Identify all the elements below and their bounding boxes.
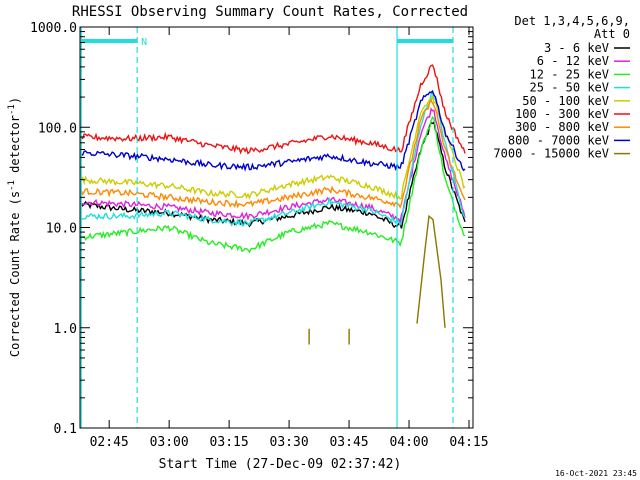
series-line-50-100-kev <box>80 95 466 201</box>
y-tick-label: 1000.0 <box>30 21 77 36</box>
legend-label: 100 - 300 keV <box>515 107 609 121</box>
x-tick-label: 04:15 <box>449 435 488 450</box>
x-tick-label: 03:15 <box>210 435 249 450</box>
series-line-7000-15000-kev <box>308 214 446 345</box>
series-layer <box>80 64 466 345</box>
x-tick-label: 04:00 <box>389 435 428 450</box>
legend-label: 12 - 25 keV <box>530 67 609 81</box>
legend-header-line-1: Det 1,3,4,5,6,9, <box>514 14 630 28</box>
chart-title: RHESSI Observing Summary Count Rates, Co… <box>72 4 468 20</box>
y-tick-label: 100.0 <box>38 121 77 136</box>
legend-label: 800 - 7000 keV <box>508 133 609 147</box>
annotation-layer: N <box>80 27 454 428</box>
footer-timestamp: 16-Oct-2021 23:45 <box>555 469 637 478</box>
axis-layer: 02:45 03:00 03:15 03:30 03:45 04:00 04:15 1000.… <box>30 21 489 450</box>
legend-header-line-2: Att 0 <box>594 27 630 41</box>
series-line-12-25-kev <box>80 115 466 254</box>
y-tick-label: 0.1 <box>54 422 77 437</box>
x-tick-label: 03:45 <box>329 435 368 450</box>
x-tick-label: 02:45 <box>90 435 129 450</box>
plot-frame <box>79 26 474 429</box>
legend-label: 7000 - 15000 keV <box>493 147 609 161</box>
legend-label: 50 - 100 keV <box>522 94 609 108</box>
legend-label: 25 - 50 keV <box>530 81 609 95</box>
series-line-300-800-kev <box>80 99 466 209</box>
legend-label: 300 - 800 keV <box>515 120 609 134</box>
x-tick-label: 03:00 <box>150 435 189 450</box>
night-flag-label: N <box>141 37 147 48</box>
series-line-800-7000-kev <box>81 89 466 172</box>
y-tick-label: 10.0 <box>46 222 77 237</box>
x-axis-title: Start Time (27-Dec-09 02:37:42) <box>159 457 402 472</box>
series-line-6-12-kev <box>80 107 466 225</box>
series-line-100-300-kev <box>80 64 466 155</box>
series-line-25-50-kev <box>81 92 466 227</box>
x-tick-label: 03:30 <box>270 435 309 450</box>
legend-label: 3 - 6 keV <box>544 41 609 55</box>
y-axis-title: Corrected Count Rate (s-1 detector-1) <box>7 97 22 357</box>
y-tick-label: 1.0 <box>54 322 77 337</box>
legend-label: 6 - 12 keV <box>537 54 609 68</box>
